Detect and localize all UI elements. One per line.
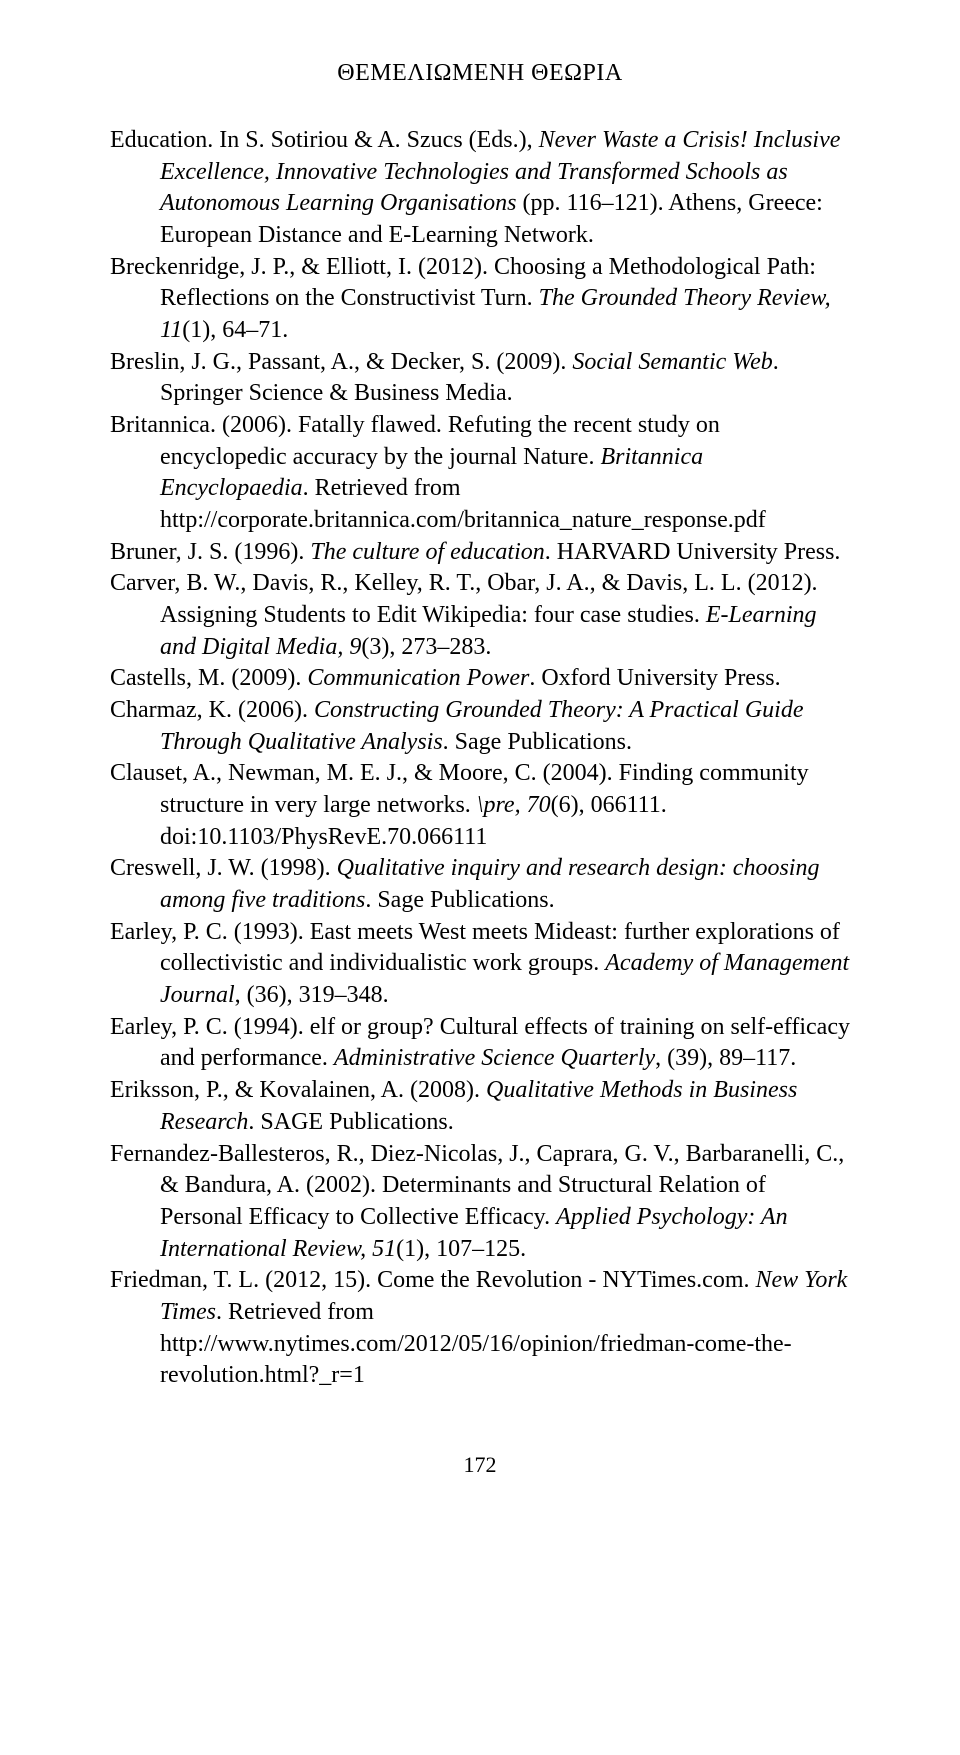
reference-entry: Fernandez-Ballesteros, R., Diez-Nicolas,… <box>110 1139 850 1266</box>
reference-text: \pre, 70 <box>477 792 551 818</box>
reference-text: Communication Power <box>307 665 529 691</box>
reference-text: . Sage Publications. <box>365 887 554 913</box>
reference-text: . Oxford University Press. <box>529 665 780 691</box>
reference-entry: Education. In S. Sotiriou & A. Szucs (Ed… <box>110 125 850 252</box>
reference-entry: Charmaz, K. (2006). Constructing Grounde… <box>110 695 850 758</box>
reference-text: . HARVARD University Press. <box>545 539 841 565</box>
reference-entry: Creswell, J. W. (1998). Qualitative inqu… <box>110 853 850 916</box>
reference-text: (1), 64–71. <box>182 317 288 343</box>
reference-entry: Eriksson, P., & Kovalainen, A. (2008). Q… <box>110 1075 850 1138</box>
reference-entry: Bruner, J. S. (1996). The culture of edu… <box>110 537 850 569</box>
reference-text: Social Semantic Web <box>572 349 772 375</box>
reference-text: , (36), 319–348. <box>235 982 389 1008</box>
reference-text: Clauset, A., Newman, M. E. J., & Moore, … <box>110 760 809 818</box>
reference-text: . Retrieved from http://www.nytimes.com/… <box>160 1299 792 1388</box>
reference-entry: Carver, B. W., Davis, R., Kelley, R. T.,… <box>110 568 850 663</box>
reference-text: , (39), 89–117. <box>655 1045 796 1071</box>
reference-text: Charmaz, K. (2006). <box>110 697 314 723</box>
reference-text: Administrative Science Quarterly <box>334 1045 655 1071</box>
reference-entry: Clauset, A., Newman, M. E. J., & Moore, … <box>110 758 850 853</box>
reference-text: . SAGE Publications. <box>248 1109 453 1135</box>
reference-text: Eriksson, P., & Kovalainen, A. (2008). <box>110 1077 486 1103</box>
reference-text: (1), 107–125. <box>396 1236 526 1262</box>
reference-list: Education. In S. Sotiriou & A. Szucs (Ed… <box>110 125 850 1392</box>
reference-entry: Earley, P. C. (1993). East meets West me… <box>110 917 850 1012</box>
page-header: ΘΕΜΕΛΙΩΜΕΝΗ ΘΕΩΡΙΑ <box>110 60 850 87</box>
reference-entry: Breslin, J. G., Passant, A., & Decker, S… <box>110 347 850 410</box>
reference-text: Education. In S. Sotiriou & A. Szucs (Ed… <box>110 127 539 153</box>
reference-text: Castells, M. (2009). <box>110 665 307 691</box>
page-number: 172 <box>110 1452 850 1478</box>
reference-text: Creswell, J. W. (1998). <box>110 855 337 881</box>
reference-entry: Friedman, T. L. (2012, 15). Come the Rev… <box>110 1265 850 1392</box>
reference-text: Breslin, J. G., Passant, A., & Decker, S… <box>110 349 572 375</box>
reference-entry: Britannica. (2006). Fatally flawed. Refu… <box>110 410 850 537</box>
reference-text: (3), 273–283. <box>361 634 491 660</box>
reference-entry: Castells, M. (2009). Communication Power… <box>110 663 850 695</box>
reference-text: The culture of education <box>310 539 544 565</box>
reference-entry: Breckenridge, J. P., & Elliott, I. (2012… <box>110 252 850 347</box>
reference-text: . Sage Publications. <box>443 729 632 755</box>
reference-entry: Earley, P. C. (1994). elf or group? Cult… <box>110 1012 850 1075</box>
reference-text: Friedman, T. L. (2012, 15). Come the Rev… <box>110 1267 756 1293</box>
reference-text: Bruner, J. S. (1996). <box>110 539 310 565</box>
